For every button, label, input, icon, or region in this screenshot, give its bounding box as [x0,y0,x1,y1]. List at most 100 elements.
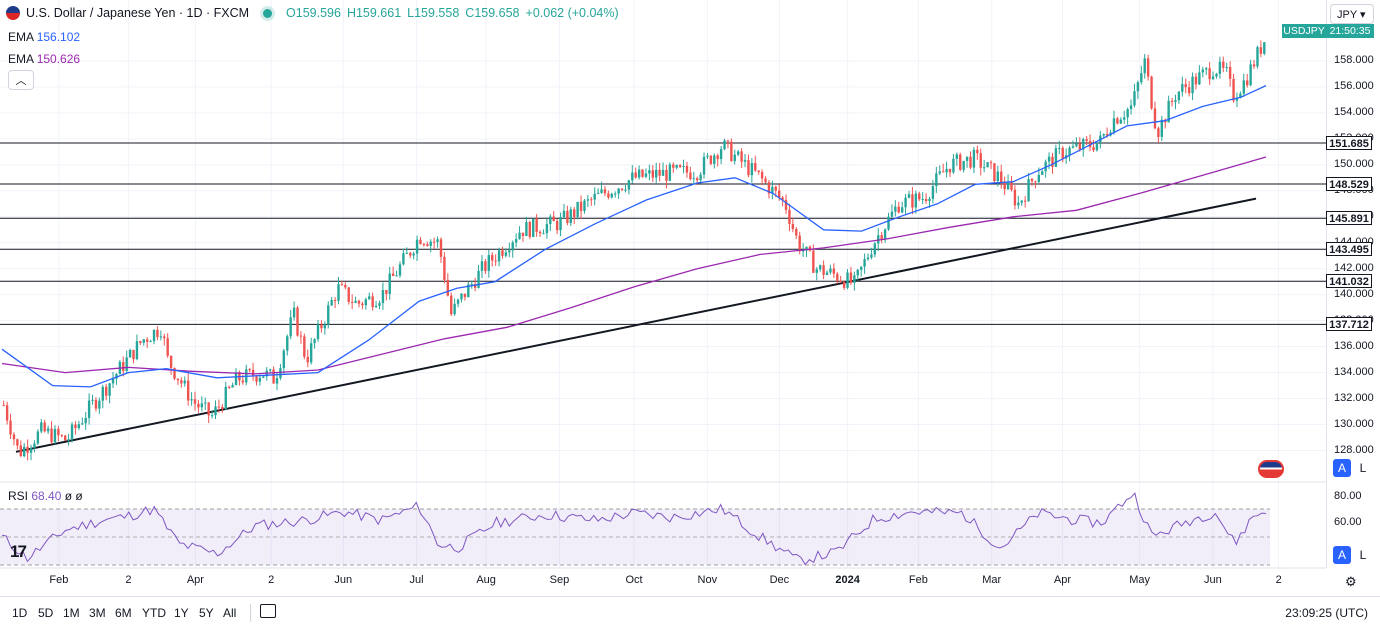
level-price-tag: 141.032 [1326,274,1372,289]
time-tick-label: Apr [186,574,204,586]
candle-body [29,448,33,453]
range-6m-button[interactable]: 6M [115,606,132,620]
range-1d-button[interactable]: 1D [12,606,28,620]
candle-body [887,216,890,230]
candle-body [1078,143,1082,150]
candle-body [508,250,511,253]
candle-body [190,399,193,401]
candle-body [371,296,374,308]
ema-slow-legend[interactable]: EMA 150.626 [8,52,80,66]
range-all-button[interactable]: All [223,606,237,620]
time-tick-label: Jul [409,574,424,586]
candle-body [501,250,504,256]
candle-body [733,154,736,162]
candle-body [1194,76,1198,85]
candle-body [1198,72,1201,85]
candle-body [67,439,70,441]
candle-body [955,154,959,159]
candle-body [340,284,344,286]
candle-body [1071,146,1075,148]
level-price-tag: 137.712 [1326,317,1372,332]
candle-body [969,156,972,168]
economic-event-flag-icon[interactable] [1258,460,1284,478]
candle-body [487,255,491,271]
candle-body [832,268,836,274]
candle-body [1123,117,1126,120]
candle-body [699,174,702,181]
price-tick-label: 154.000 [1334,105,1374,118]
ema-fast-legend[interactable]: EMA 156.102 [8,30,80,44]
candle-body [477,270,480,288]
candle-body [719,149,723,160]
time-tick-label: May [1129,574,1150,586]
calendar-icon[interactable] [260,604,276,618]
collapse-legend-button[interactable]: ︿ [8,70,34,90]
candle-body [385,290,388,294]
time-tick-label: 2 [1275,574,1282,586]
settings-gear-icon[interactable]: ⚙ [1345,574,1357,589]
candle-body [798,235,801,252]
rsi-auto-scale-button[interactable]: A [1333,546,1351,564]
auto-scale-button[interactable]: A [1333,459,1351,477]
candle-body [1157,128,1160,137]
rsi-extra: ø ø [64,489,83,503]
range-3m-button[interactable]: 3M [89,606,106,620]
range-1m-button[interactable]: 1M [63,606,80,620]
rsi-legend[interactable]: RSI 68.40 ø ø [8,489,83,503]
candle-body [1006,181,1010,190]
candle-body [125,357,128,372]
range-ytd-button[interactable]: YTD [142,606,166,620]
utc-clock[interactable]: 23:09:25 (UTC) [1285,606,1368,620]
candle-body [70,424,74,440]
candle-body [1088,140,1092,148]
candle-body [525,222,528,237]
candle-body [180,380,183,384]
candle-body [5,405,9,421]
price-tick-label: 150.000 [1334,157,1374,170]
range-1y-button[interactable]: 1Y [174,606,189,620]
toolbar-divider [250,604,251,622]
candle-body [432,241,436,243]
candle-body [77,424,81,429]
ema-fast-line [1,85,1267,388]
candle-body [231,385,234,388]
candle-body [1034,181,1037,183]
range-5y-button[interactable]: 5Y [199,606,214,620]
candle-body [1105,134,1109,136]
time-tick-label: Aug [476,574,496,586]
candle-body [197,403,200,408]
candle-body [921,198,924,200]
candle-body [829,268,832,273]
candle-body [460,293,463,300]
candle-body [620,188,624,190]
candle-body [1136,82,1140,92]
candle-body [856,269,859,276]
candle-body [145,339,149,342]
time-tick-label: 2024 [835,574,860,586]
candle-body [1020,200,1023,203]
candle-body [805,246,808,251]
candle-body [760,172,764,179]
candle-body [641,169,644,177]
level-price-tag: 148.529 [1326,176,1372,191]
tradingview-logo[interactable]: 17 [10,542,27,561]
candle-body [1041,171,1044,175]
candle-body [467,284,470,298]
log-scale-button[interactable]: L [1359,461,1367,475]
range-5d-button[interactable]: 5D [38,606,54,620]
symbol-title[interactable]: U.S. Dollar / Japanese Yen · 1D · FXCM [26,6,250,20]
chart-canvas[interactable] [0,0,1326,596]
candle-body [1037,174,1041,182]
currency-dropdown[interactable]: JPY ▾ [1330,4,1374,24]
rsi-log-scale-button[interactable]: L [1359,548,1367,562]
candle-body [665,169,668,181]
candle-body [1205,68,1208,70]
candle-body [627,180,631,190]
candle-body [46,428,50,432]
candle-body [1051,156,1054,167]
candle-body [135,341,139,360]
candle-body [1211,76,1215,80]
candle-body [1140,73,1143,83]
price-tick-label: 136.000 [1334,339,1374,352]
candle-body [931,186,935,199]
